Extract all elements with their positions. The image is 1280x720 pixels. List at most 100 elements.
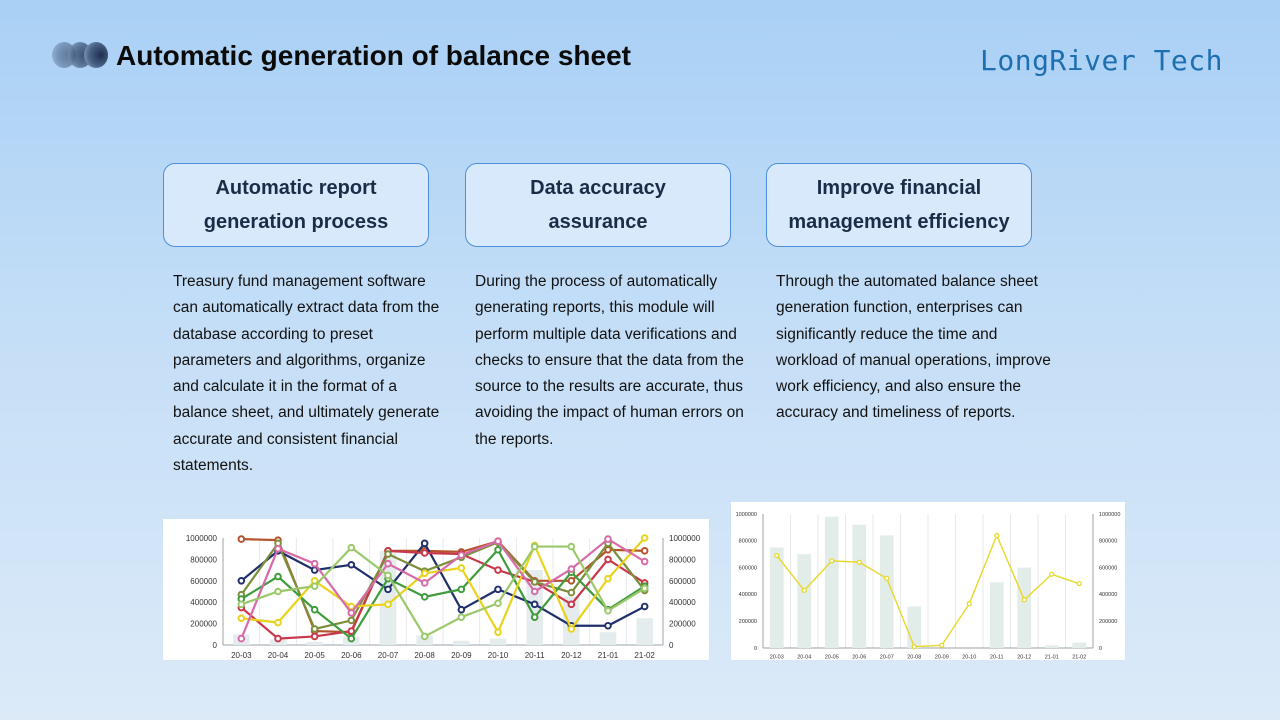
- y-tick-label-right: 400000: [1099, 592, 1117, 598]
- data-point: [994, 532, 1000, 539]
- card-heading: Data accuracy assurance: [530, 177, 666, 233]
- x-tick-label: 20-10: [488, 651, 509, 660]
- y-tick-label-right: 0: [669, 641, 674, 650]
- card-data-accuracy: Data accuracy assurance: [465, 163, 731, 247]
- x-tick-label: 20-09: [935, 655, 949, 661]
- series-line: [240, 541, 646, 627]
- data-point: [567, 625, 576, 633]
- data-point: [274, 587, 282, 596]
- data-point: [457, 585, 466, 594]
- data-point: [347, 627, 356, 635]
- data-point: [457, 605, 466, 614]
- data-point: [420, 569, 429, 578]
- data-point: [494, 537, 502, 545]
- y-tick-label-left: 200000: [739, 619, 757, 625]
- bar: [599, 632, 617, 645]
- bar: [769, 547, 784, 648]
- y-tick-label-right: 600000: [1099, 565, 1117, 571]
- data-point: [604, 621, 612, 630]
- data-point: [237, 634, 246, 643]
- series-line: [240, 545, 646, 638]
- data-point: [310, 625, 319, 633]
- data-point: [494, 566, 502, 574]
- y-tick-label-left: 0: [754, 646, 757, 652]
- data-point: [310, 559, 319, 568]
- data-point: [856, 559, 862, 565]
- data-point: [347, 543, 356, 552]
- y-tick-label-left: 1000000: [736, 512, 757, 518]
- x-tick-label: 20-10: [962, 655, 976, 661]
- data-point: [640, 584, 649, 593]
- data-point: [274, 572, 282, 581]
- y-tick-label-right: 0: [1099, 646, 1102, 652]
- x-tick-label: 20-03: [231, 651, 252, 660]
- data-point: [567, 577, 576, 585]
- bar: [852, 524, 867, 648]
- card-heading: Improve financial management efficiency: [788, 177, 1010, 233]
- y-tick-label-right: 200000: [669, 620, 696, 629]
- series-line: [240, 540, 646, 631]
- x-tick-label: 20-11: [525, 651, 545, 660]
- bar: [907, 606, 922, 648]
- x-tick-label: 20-04: [797, 655, 811, 661]
- data-point: [384, 559, 392, 568]
- data-point: [939, 642, 945, 648]
- description-data-accuracy: During the process of automatically gene…: [475, 273, 744, 448]
- data-point: [1076, 581, 1082, 587]
- card-efficiency: Improve financial management efficiency: [766, 163, 1032, 247]
- x-tick-label: 21-01: [1045, 655, 1059, 661]
- data-point: [801, 587, 807, 594]
- data-point: [604, 555, 612, 564]
- bar: [379, 550, 397, 645]
- data-point: [420, 539, 429, 548]
- bar-line-chart-svg: 1000000 800000 600000 400000 200000 0 1000000 8…: [736, 512, 1121, 661]
- y-tick-label-right: 1000000: [1099, 512, 1120, 518]
- x-tick-label: 20-08: [414, 651, 435, 660]
- series-line: [240, 547, 646, 641]
- x-tick-label: 20-12: [561, 651, 582, 660]
- y-tick-label-right: 200000: [1099, 619, 1117, 625]
- data-point: [420, 593, 429, 601]
- data-point: [567, 542, 576, 551]
- data-point: [274, 544, 282, 553]
- data-point: [1021, 597, 1027, 603]
- x-tick-label: 20-09: [451, 651, 472, 660]
- y-tick-label-right: 600000: [669, 577, 696, 586]
- data-point: [274, 634, 282, 643]
- data-point: [310, 632, 319, 641]
- data-point: [494, 545, 502, 554]
- data-point: [237, 614, 246, 623]
- y-tick-label-left: 600000: [739, 565, 757, 571]
- data-point: [884, 575, 890, 581]
- x-tick-label: 21-02: [634, 651, 655, 660]
- y-tick-label-left: 0: [213, 641, 218, 650]
- data-point: [640, 602, 649, 611]
- data-point: [829, 558, 835, 564]
- data-point: [237, 600, 246, 609]
- x-tick-label: 20-05: [825, 655, 839, 661]
- data-point: [911, 644, 917, 650]
- x-tick-label: 20-12: [1017, 655, 1031, 661]
- y-tick-label-left: 600000: [190, 577, 217, 586]
- card-report-generation: Automatic report generation process: [163, 163, 429, 247]
- series-line: [240, 537, 646, 639]
- y-tick-label-left: 1000000: [186, 534, 218, 543]
- x-tick-label: 20-04: [268, 651, 289, 660]
- data-point: [530, 600, 539, 609]
- card-heading: Automatic report generation process: [203, 177, 389, 233]
- data-point: [347, 634, 356, 643]
- decorative-circles-icon: [52, 42, 110, 70]
- bar: [1017, 567, 1032, 648]
- data-point: [604, 574, 612, 583]
- data-point: [567, 600, 576, 609]
- data-point: [567, 565, 576, 573]
- data-point: [530, 613, 539, 621]
- bar: [306, 641, 323, 645]
- bar-line-chart: 1000000 800000 600000 400000 200000 0 1000000 8…: [731, 502, 1125, 661]
- data-point: [420, 579, 429, 587]
- bar: [563, 596, 580, 645]
- multi-line-chart: 1000000 800000 600000 400000 200000 0 1000000 8…: [163, 519, 709, 660]
- y-tick-label-right: 1000000: [669, 534, 701, 543]
- data-point: [494, 585, 502, 594]
- y-tick-label-right: 800000: [669, 555, 696, 564]
